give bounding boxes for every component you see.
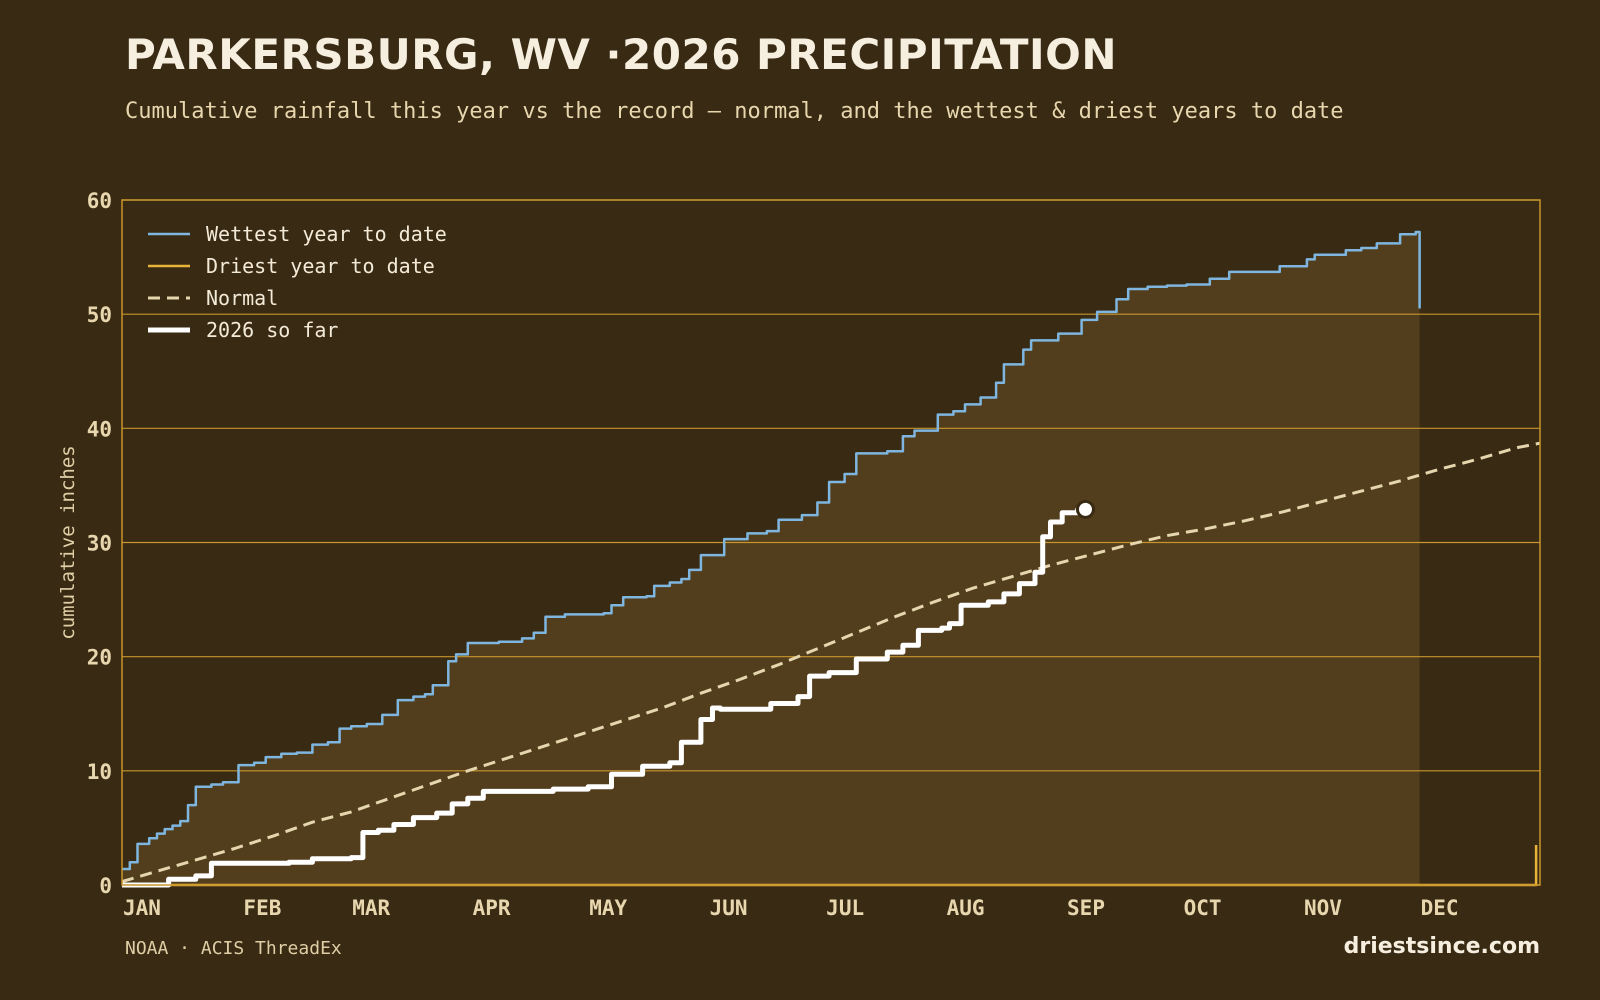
y-tick-label: 40 bbox=[87, 417, 112, 441]
x-tick-label: NOV bbox=[1304, 896, 1342, 920]
x-tick-label: JUN bbox=[710, 896, 748, 920]
site-credit[interactable]: driestsince.com bbox=[1343, 934, 1540, 959]
y-tick-label: 0 bbox=[99, 874, 112, 898]
x-tick-label: MAY bbox=[589, 896, 627, 920]
y-tick-label: 20 bbox=[87, 646, 112, 670]
source-note: NOAA · ACIS ThreadEx bbox=[125, 938, 342, 959]
normal-line bbox=[121, 441, 1541, 884]
legend: Wettest year to date Driest year to date N… bbox=[148, 222, 447, 342]
current-year-line bbox=[122, 508, 1081, 888]
legend-item-wettest-label: Wettest year to date bbox=[206, 222, 447, 246]
x-tick-label: FEB bbox=[243, 896, 281, 920]
x-tick-label: DEC bbox=[1421, 896, 1459, 920]
legend-item-driest-label: Driest year to date bbox=[206, 254, 435, 278]
y-axis-label: cumulative inches bbox=[57, 445, 79, 639]
wettest-year-line bbox=[122, 230, 1421, 871]
x-tick-label: APR bbox=[473, 896, 511, 920]
plot-frame bbox=[121, 199, 1541, 886]
legend-item-normal-label: Normal bbox=[206, 286, 278, 310]
y-tick-label: 30 bbox=[87, 532, 112, 556]
y-tick-label: 60 bbox=[87, 189, 112, 213]
page-title: PARKERSBURG, WV ·2026 PRECIPITATION bbox=[125, 30, 1117, 79]
x-tick-label: JUL bbox=[826, 896, 864, 920]
y-tick-label: 10 bbox=[87, 760, 112, 784]
x-tick-label: SEP bbox=[1067, 896, 1105, 920]
x-tick-label: JAN bbox=[123, 896, 161, 920]
page-subtitle: Cumulative rainfall this year vs the rec… bbox=[125, 99, 1344, 124]
legend-item-current-label: 2026 so far bbox=[206, 318, 338, 342]
y-tick-label: 50 bbox=[87, 303, 112, 327]
wettest-range-fill bbox=[122, 232, 1420, 885]
x-tick-label: OCT bbox=[1184, 896, 1222, 920]
x-tick-label: MAR bbox=[352, 896, 390, 920]
x-tick-label: AUG bbox=[947, 896, 985, 920]
current-year-end-marker bbox=[1075, 499, 1095, 519]
